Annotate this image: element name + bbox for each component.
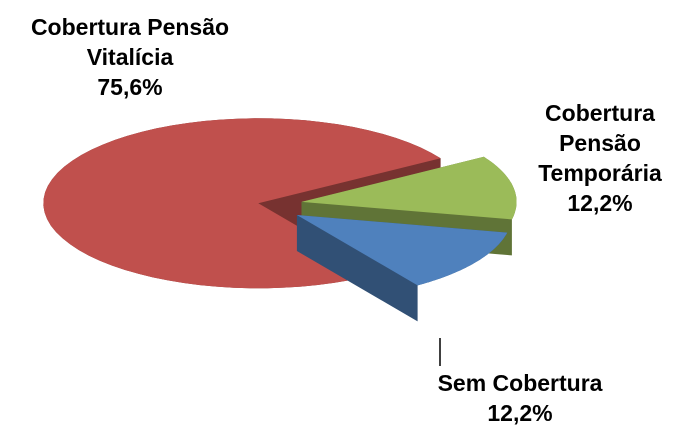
slice-top: [301, 156, 517, 220]
slice-label: Cobertura Pensão Temporária 12,2%: [525, 98, 675, 218]
value-label: 75,6%: [97, 74, 163, 100]
slice-top: [296, 215, 508, 286]
slice-label: Cobertura Pensão Vitalícia 75,6%: [0, 12, 260, 102]
slice-label: Sem Cobertura 12,2%: [400, 368, 640, 428]
slice-top: [43, 118, 441, 289]
value-label: 12,2%: [567, 190, 633, 216]
category-label: Cobertura Pensão Vitalícia: [30, 14, 230, 70]
category-label: Cobertura Pensão Temporária: [538, 100, 662, 186]
category-label: Sem Cobertura: [437, 370, 603, 396]
value-label: 12,2%: [487, 400, 553, 426]
pie-slice: [296, 215, 508, 322]
